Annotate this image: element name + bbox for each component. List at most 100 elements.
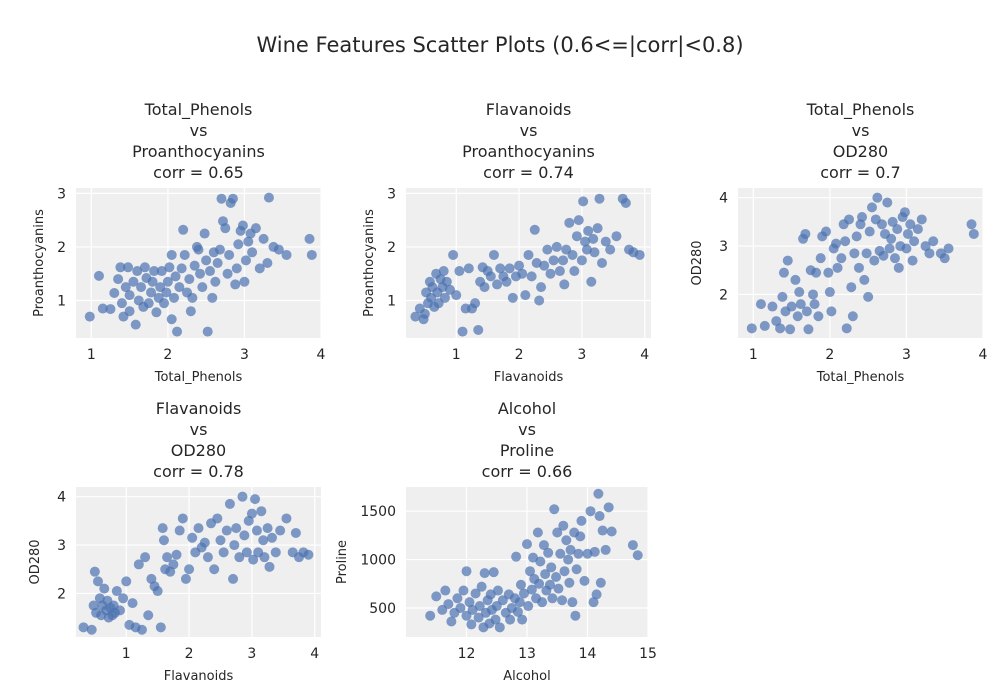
data-point: [869, 255, 880, 266]
data-point: [767, 301, 778, 312]
data-point: [567, 249, 578, 260]
data-point: [968, 228, 979, 239]
data-point: [490, 614, 501, 625]
data-point: [239, 276, 250, 287]
x-tick-label: 1: [122, 646, 131, 662]
data-point: [504, 263, 515, 274]
data-point: [809, 299, 820, 310]
data-point: [912, 224, 923, 235]
data-point: [118, 593, 129, 604]
data-point: [488, 249, 499, 260]
data-point: [143, 610, 154, 621]
x-tick-label: 3: [247, 646, 256, 662]
panel-title-line: Total_Phenols: [144, 100, 253, 119]
data-point: [901, 243, 912, 254]
data-point: [542, 244, 553, 255]
x-tick-label: 4: [310, 646, 319, 662]
data-point: [534, 578, 545, 589]
data-point: [89, 566, 100, 577]
panel-title-line: vs: [851, 121, 870, 140]
data-point: [464, 597, 475, 608]
data-point: [222, 268, 233, 279]
data-point: [853, 262, 864, 273]
data-point: [529, 224, 540, 235]
data-point: [166, 249, 177, 260]
data-point: [246, 508, 257, 519]
data-point: [197, 282, 208, 293]
data-point: [212, 513, 223, 524]
y-axis-label: Proline: [335, 540, 350, 584]
data-point: [634, 249, 645, 260]
data-point: [813, 311, 824, 322]
x-tick-label: 1: [87, 347, 96, 363]
data-point: [237, 491, 248, 502]
data-point: [882, 197, 893, 208]
data-point: [455, 602, 466, 613]
data-point: [171, 549, 182, 560]
data-point: [759, 320, 770, 331]
panel-title-line: Alcohol: [497, 399, 557, 418]
x-tick-label: 1: [749, 347, 758, 363]
panel-title: Flavanoids vs OD280 corr = 0.78: [36, 398, 361, 482]
data-point: [78, 622, 89, 633]
data-point: [588, 597, 599, 608]
data-point: [803, 324, 814, 335]
data-point: [473, 612, 484, 623]
data-point: [597, 258, 607, 268]
data-point: [262, 258, 273, 268]
data-point: [199, 537, 210, 548]
data-point: [439, 292, 450, 303]
data-point: [526, 271, 537, 282]
data-point: [591, 589, 602, 600]
data-point: [233, 239, 244, 250]
data-point: [790, 274, 801, 285]
data-point: [443, 599, 454, 610]
data-point: [128, 276, 139, 287]
data-point: [174, 525, 185, 536]
data-point: [227, 193, 238, 204]
data-point: [557, 595, 568, 606]
data-point: [826, 306, 837, 317]
data-point: [204, 266, 215, 277]
data-point: [540, 569, 551, 580]
data-point: [157, 523, 168, 534]
data-point: [216, 193, 227, 204]
x-tick-label: 2: [825, 347, 834, 363]
data-point: [546, 562, 557, 573]
x-tick-label: 2: [163, 347, 172, 363]
y-tick-label: 2: [719, 287, 728, 303]
data-point: [441, 276, 452, 287]
data-point: [831, 238, 841, 249]
data-point: [507, 292, 518, 303]
data-point: [495, 263, 506, 274]
data-point: [146, 287, 157, 298]
data-point: [571, 564, 582, 575]
data-point: [551, 241, 562, 252]
data-point: [155, 622, 166, 633]
data-point: [147, 276, 158, 287]
data-point: [474, 601, 485, 612]
data-point: [539, 260, 550, 271]
data-point: [526, 584, 537, 595]
panel-title-line: OD280: [832, 142, 889, 161]
panel-title-corr: corr = 0.78: [153, 462, 244, 481]
data-point: [561, 535, 572, 546]
data-point: [872, 192, 883, 203]
data-point: [573, 548, 584, 559]
x-tick-label: 4: [979, 347, 988, 363]
data-point: [470, 588, 481, 599]
x-tick-label: 14: [579, 646, 597, 662]
data-point: [576, 515, 587, 526]
data-point: [592, 223, 603, 234]
data-point: [174, 282, 185, 293]
data-point: [156, 266, 167, 277]
x-axis-label: Total_Phenols: [816, 370, 905, 385]
data-point: [237, 220, 248, 231]
data-point: [548, 255, 559, 266]
data-point: [846, 282, 857, 293]
data-point: [243, 236, 254, 247]
x-tick-label: 4: [640, 347, 649, 363]
